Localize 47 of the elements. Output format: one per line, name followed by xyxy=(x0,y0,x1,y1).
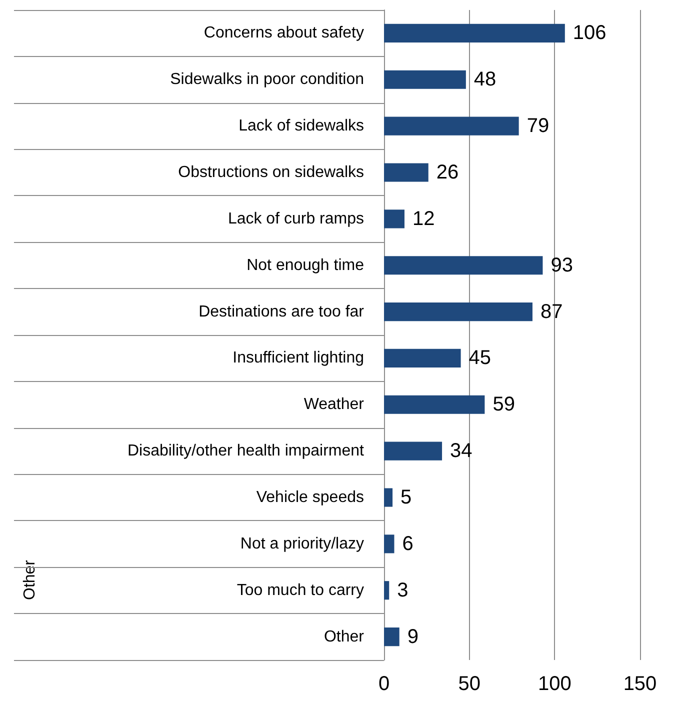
bar xyxy=(384,488,393,507)
x-tick-label: 100 xyxy=(538,673,572,695)
data-label: 59 xyxy=(492,394,515,416)
y-tick-label: Not a priority/lazy xyxy=(240,535,364,552)
data-label: 106 xyxy=(572,22,606,44)
y-tick-label: Destinations are too far xyxy=(198,303,365,320)
data-label: 26 xyxy=(436,162,459,184)
bar xyxy=(384,534,394,554)
bar xyxy=(384,116,519,136)
data-label: 9 xyxy=(407,626,418,648)
x-tick-label: 150 xyxy=(623,673,657,695)
y-tick-label: Too much to carry xyxy=(236,582,364,599)
data-label: 3 xyxy=(397,579,408,602)
data-label: 6 xyxy=(402,532,414,555)
bar xyxy=(384,70,466,89)
bar xyxy=(384,163,428,182)
x-tick-label: 0 xyxy=(378,673,390,695)
y-tick-label: Sidewalks in poor condition xyxy=(170,71,364,88)
data-label: 79 xyxy=(526,115,550,138)
bar xyxy=(384,256,543,275)
bar xyxy=(384,395,485,414)
bar xyxy=(384,442,442,460)
data-label: 45 xyxy=(468,347,492,370)
bar xyxy=(384,348,461,368)
data-label: 87 xyxy=(540,300,563,323)
bar xyxy=(384,302,532,322)
data-label: 5 xyxy=(400,486,412,508)
data-label: 34 xyxy=(450,440,472,462)
y-tick-label: Not enough time xyxy=(246,256,364,274)
y-tick-label: Insufficient lighting xyxy=(232,350,364,367)
bar xyxy=(384,24,565,42)
x-tick-label: 50 xyxy=(458,673,480,695)
y-tick-label: Lack of curb ramps xyxy=(228,210,364,228)
data-label: 93 xyxy=(550,254,573,276)
bar xyxy=(384,210,404,228)
bar xyxy=(384,628,400,646)
bar xyxy=(384,581,390,600)
y-tick-label: Lack of sidewalks xyxy=(238,118,364,135)
y-tick-label: Vehicle speeds xyxy=(256,489,364,506)
text: Other xyxy=(22,559,38,600)
y-tick-label: Concerns about safety xyxy=(204,24,364,42)
y-tick-label: Obstructions on sidewalks xyxy=(178,164,364,181)
y-tick-label: Disability/other health impairment xyxy=(127,442,365,460)
data-label: 12 xyxy=(412,208,435,230)
y-tick-label: Weather xyxy=(304,396,365,414)
y-tick-label: Other xyxy=(324,628,365,646)
data-label: 48 xyxy=(474,68,496,91)
